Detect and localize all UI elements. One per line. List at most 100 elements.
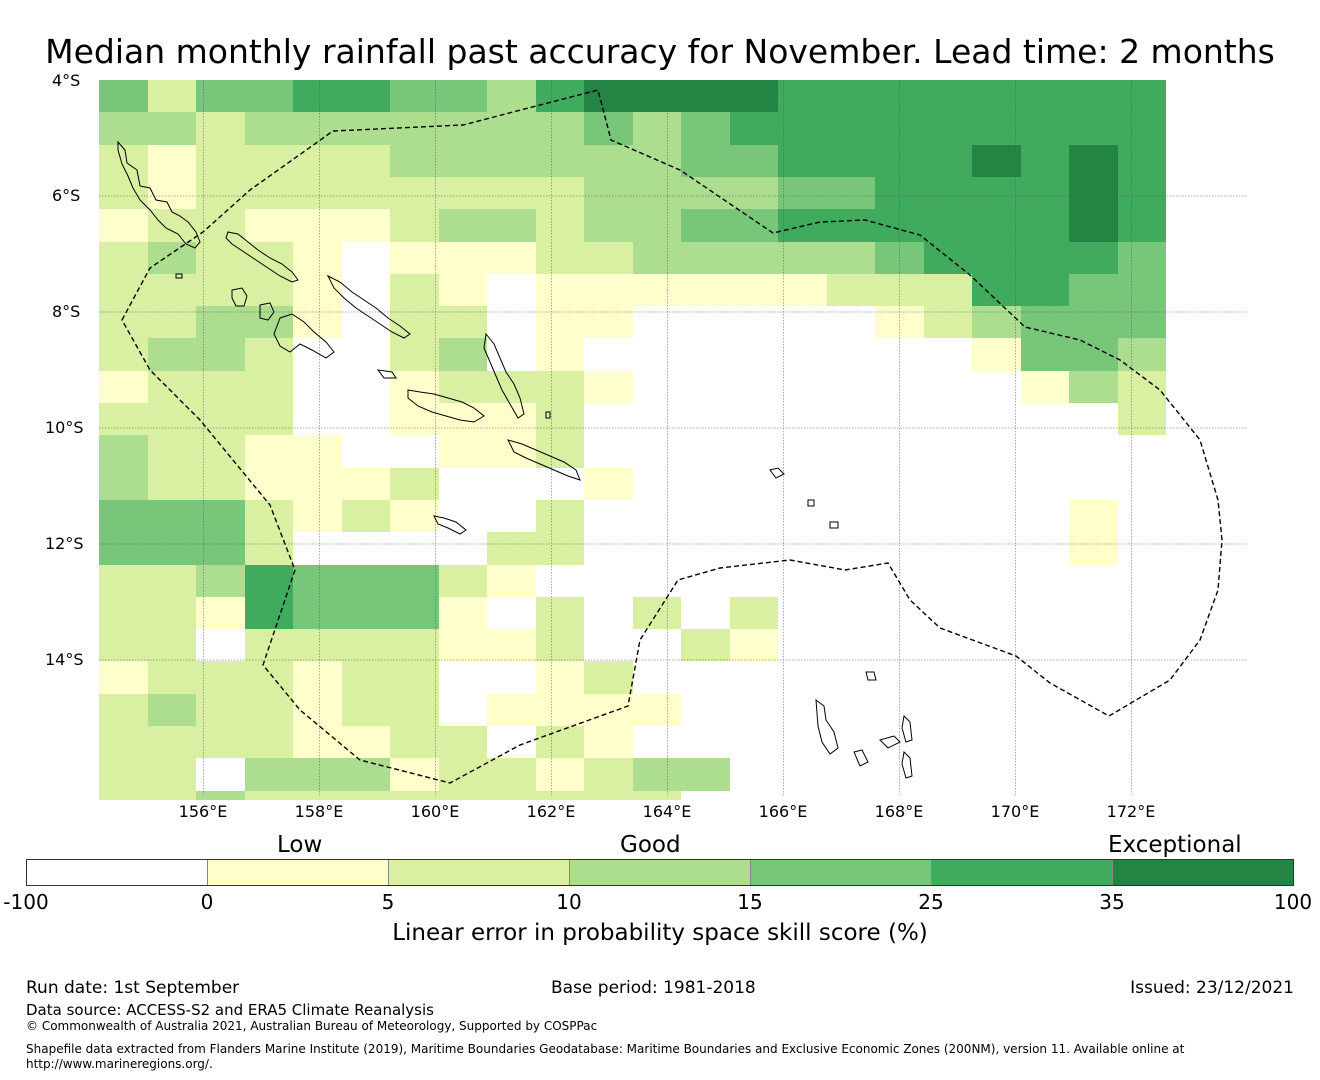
grid-cell	[390, 565, 439, 597]
grid-cell	[390, 726, 439, 758]
grid-cell	[1021, 242, 1069, 274]
grid-cell	[924, 338, 972, 371]
grid-cell	[342, 694, 390, 726]
category-good: Good	[620, 832, 681, 858]
grid-cell	[972, 435, 1021, 468]
grid-cell	[148, 791, 196, 800]
grid-cell	[778, 468, 827, 500]
grid-cell	[536, 500, 584, 532]
skill-score-map	[99, 80, 1247, 800]
grid-cell	[439, 242, 487, 274]
grid-cell	[390, 468, 439, 500]
grid-cell	[342, 242, 390, 274]
grid-cell	[584, 242, 633, 274]
grid-cell	[924, 532, 972, 565]
grid-cell	[827, 565, 875, 597]
grid-cell	[1021, 629, 1069, 661]
grid-cell	[245, 112, 293, 145]
grid-cell	[99, 694, 148, 726]
grid-cell	[1069, 468, 1118, 500]
lon-label-166e: 166°E	[758, 802, 808, 821]
grid-cell	[827, 403, 875, 435]
lon-label-156e: 156°E	[178, 802, 228, 821]
grid-cell	[1118, 274, 1166, 306]
grid-cell	[778, 242, 827, 274]
grid-cell	[924, 500, 972, 532]
island-santa-isabel	[326, 274, 411, 339]
grid-cell	[730, 403, 778, 435]
grid-cell	[342, 629, 390, 661]
grid-cell	[99, 80, 148, 112]
grid-cell	[99, 726, 148, 758]
grid-cell	[293, 629, 342, 661]
grid-cell	[148, 597, 196, 629]
grid-cell	[293, 242, 342, 274]
grid-cell	[1118, 597, 1166, 629]
grid-cell	[681, 532, 730, 565]
grid-cell	[148, 435, 196, 468]
island-ambae	[879, 735, 901, 749]
grid-cell	[1069, 242, 1118, 274]
grid-cell	[196, 758, 245, 791]
grid-cell	[1118, 435, 1166, 468]
grid-cell	[342, 661, 390, 694]
copyright: © Commonwealth of Australia 2021, Austra…	[26, 1019, 598, 1033]
grid-cell	[487, 274, 536, 306]
grid-cell	[827, 242, 875, 274]
grid-cell	[681, 145, 730, 177]
grid-cell	[245, 338, 293, 371]
grid-cell	[681, 306, 730, 338]
grid-cell	[293, 500, 342, 532]
grid-cell	[730, 661, 778, 694]
grid-cell	[487, 661, 536, 694]
grid-cell	[1021, 338, 1069, 371]
grid-cell	[487, 500, 536, 532]
grid-cell	[439, 80, 487, 112]
grid-cell	[681, 242, 730, 274]
grid-cell	[196, 597, 245, 629]
grid-cell	[681, 694, 730, 726]
grid-cell	[1021, 403, 1069, 435]
grid-cell	[633, 726, 681, 758]
grid-cell	[342, 468, 390, 500]
grid-cell	[681, 500, 730, 532]
grid-cell	[293, 565, 342, 597]
colorbar-segment-1	[27, 860, 208, 885]
grid-cell	[99, 209, 148, 242]
grid-cell	[681, 80, 730, 112]
grid-cell	[439, 145, 487, 177]
grid-cell	[245, 758, 293, 791]
grid-cell	[972, 532, 1021, 565]
island-espiritu-santo	[815, 698, 839, 755]
grid-cell	[245, 565, 293, 597]
grid-cell	[148, 371, 196, 403]
grid-cell	[196, 726, 245, 758]
grid-cell	[633, 435, 681, 468]
grid-cell	[778, 274, 827, 306]
grid-cell	[924, 209, 972, 242]
grid-cell	[99, 629, 148, 661]
coastlines	[117, 140, 913, 779]
grid-cell	[487, 629, 536, 661]
grid-cell	[487, 532, 536, 565]
grid-cell	[245, 791, 293, 800]
grid-cell	[681, 177, 730, 209]
grid-cell	[1021, 306, 1069, 338]
grid-cell	[875, 435, 924, 468]
grid-cell	[196, 112, 245, 145]
grid-cell	[827, 145, 875, 177]
grid-cell	[584, 500, 633, 532]
grid-cell	[924, 694, 972, 726]
grid-cell	[1069, 112, 1118, 145]
lon-label-160e: 160°E	[410, 802, 460, 821]
grid-cell	[827, 209, 875, 242]
grid-cell	[633, 532, 681, 565]
grid-cell	[196, 791, 245, 800]
grid-cell	[390, 177, 439, 209]
colorbar-segment-4	[570, 860, 751, 885]
grid-cell	[924, 565, 972, 597]
grid-cell	[99, 338, 148, 371]
grid-cell	[196, 338, 245, 371]
grid-cell	[584, 209, 633, 242]
grid-cell	[1118, 694, 1166, 726]
